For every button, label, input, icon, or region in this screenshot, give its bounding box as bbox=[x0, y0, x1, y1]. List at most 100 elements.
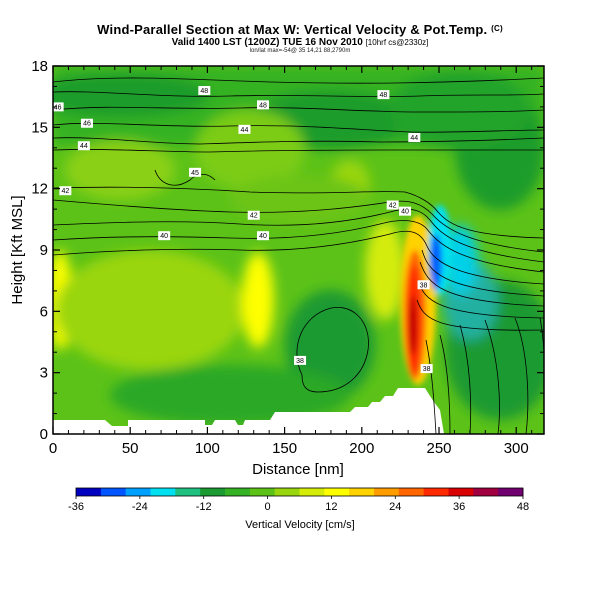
colorbar-segment bbox=[125, 488, 151, 496]
contour-label-box bbox=[77, 141, 90, 151]
contour-label-box bbox=[408, 133, 421, 143]
terrain-mask bbox=[53, 388, 444, 434]
contour-label-box bbox=[198, 86, 211, 96]
isentrope-37b bbox=[439, 334, 451, 434]
isentrope-48b bbox=[53, 91, 544, 97]
x-tick-label: 250 bbox=[426, 440, 451, 457]
colorbar-tick-label: -36 bbox=[68, 501, 84, 513]
contour-label: 40 bbox=[401, 209, 409, 216]
colorbar-frame bbox=[75, 487, 524, 497]
contour-label-box bbox=[256, 231, 269, 241]
contour-label: 42 bbox=[61, 188, 69, 195]
colorbar-segment bbox=[274, 488, 300, 496]
colorbar-segment bbox=[100, 488, 127, 496]
colorbar-segment bbox=[200, 488, 226, 496]
isentrope-42a bbox=[53, 186, 544, 239]
contour-label-box bbox=[386, 200, 399, 210]
field-lime-broad bbox=[55, 250, 245, 370]
isentrope-41 bbox=[53, 208, 544, 263]
isentrope-48a bbox=[53, 77, 544, 84]
isentrope-46 bbox=[53, 106, 544, 113]
contour-label: 48 bbox=[380, 92, 388, 99]
contour-label-box bbox=[256, 100, 269, 110]
x-axis: 0 50 100 150 200 250 300 bbox=[49, 66, 533, 457]
colorbar-segment bbox=[374, 488, 400, 496]
field-jump-blue bbox=[430, 234, 442, 290]
colorbar-segment bbox=[473, 488, 499, 496]
y-tick-label: 6 bbox=[40, 303, 48, 320]
field-lower-green bbox=[110, 365, 350, 425]
isentrope-38c bbox=[296, 307, 369, 393]
y-axis: 0 3 6 9 12 15 18 bbox=[31, 58, 544, 443]
contour-label-box bbox=[417, 280, 430, 290]
colorbar-label: Vertical Velocity [cm/s] bbox=[245, 519, 354, 531]
vertical-velocity-field: 46 48 48 48 46 44 44 44 45 42 42 40 42 40 40 38 38 38 bbox=[53, 66, 544, 434]
x-tick-label: 50 bbox=[122, 440, 139, 457]
contour-label-box bbox=[399, 206, 412, 216]
x-axis-label: Distance [nm] bbox=[252, 461, 344, 478]
colorbar-tick-label: -24 bbox=[132, 501, 148, 513]
contour-label-box bbox=[377, 90, 390, 100]
colorbar-segment bbox=[76, 488, 102, 496]
field-upper-dark-4 bbox=[390, 70, 530, 150]
contour-label-box bbox=[158, 231, 171, 241]
contour-label: 38 bbox=[420, 282, 428, 289]
contour-labels: 46 48 48 48 46 44 44 44 45 42 42 40 42 40 40 38 38 38 bbox=[53, 86, 433, 374]
field-upper-lime-2 bbox=[65, 140, 175, 200]
colorbar-segment bbox=[225, 488, 251, 496]
contour-label-box bbox=[59, 186, 72, 196]
contour-label: 42 bbox=[250, 213, 258, 220]
contour-label-box bbox=[420, 364, 433, 374]
contour-label: 48 bbox=[259, 102, 267, 109]
field-upper-dark-1 bbox=[53, 73, 210, 117]
y-tick-label: 18 bbox=[31, 58, 48, 75]
isentrope-42b bbox=[53, 199, 544, 253]
isentrope-37a bbox=[425, 339, 437, 434]
chart-title: Wind-Parallel Section at Max W: Vertical… bbox=[97, 22, 503, 37]
colorbar-segment bbox=[398, 488, 425, 496]
colorbar: -36 -24 -12 0 12 24 36 48 bbox=[68, 487, 529, 513]
field-yellow-plume bbox=[242, 252, 274, 348]
x-tick-label: 0 bbox=[49, 440, 57, 457]
field-upper-lime-1 bbox=[195, 110, 305, 190]
contour-label: 46 bbox=[83, 121, 91, 128]
title-corner: (C) bbox=[491, 24, 503, 33]
contour-label: 44 bbox=[241, 127, 249, 134]
isentrope-40b bbox=[53, 230, 544, 285]
y-tick-label: 12 bbox=[31, 181, 48, 198]
colorbar-segment bbox=[249, 488, 276, 496]
colorbar-segment bbox=[448, 488, 474, 496]
contour-label-box bbox=[53, 102, 64, 112]
isentrope-43 bbox=[154, 169, 216, 186]
isentrope-40a bbox=[53, 220, 544, 273]
chart-subtitle-location: lon/lat max=-54@ 35 14,21 88,2790m bbox=[249, 48, 351, 54]
colorbar-tick-label: 0 bbox=[265, 501, 271, 513]
isentrope-37c bbox=[459, 324, 472, 434]
colorbar-segment bbox=[150, 488, 176, 496]
colorbar-segment bbox=[175, 488, 201, 496]
isentrope-38b bbox=[416, 299, 544, 331]
isentrope-36c bbox=[539, 317, 544, 434]
colorbar-segment bbox=[324, 488, 350, 496]
isentrope-44 bbox=[53, 137, 544, 145]
colorbar-tick-label: -12 bbox=[196, 501, 212, 513]
contour-label: 45 bbox=[191, 170, 199, 177]
isentrope-36a bbox=[484, 319, 500, 434]
colorbar-tick-label: 36 bbox=[453, 501, 465, 513]
isentrope-44b bbox=[53, 149, 544, 153]
colorbar-segment bbox=[423, 488, 449, 496]
chart-subtitle: Valid 1400 LST (1200Z) TUE 16 Nov 2010 [… bbox=[171, 37, 429, 48]
x-tick-label: 300 bbox=[504, 440, 529, 457]
isentrope-36b bbox=[514, 317, 529, 434]
x-tick-label: 200 bbox=[349, 440, 374, 457]
colorbar-segment bbox=[349, 488, 375, 496]
colorbar-tick-label: 12 bbox=[325, 501, 337, 513]
field-pre-jump-yellow bbox=[365, 220, 405, 320]
contour-label: 44 bbox=[80, 143, 88, 150]
field-jump-core bbox=[409, 295, 417, 355]
isentrope-contours bbox=[53, 77, 544, 434]
subtitle-run-info: [10hrf cs@2330z] bbox=[365, 38, 429, 47]
contour-label: 40 bbox=[160, 233, 168, 240]
contour-label: 48 bbox=[200, 88, 208, 95]
x-tick-label: 100 bbox=[195, 440, 220, 457]
